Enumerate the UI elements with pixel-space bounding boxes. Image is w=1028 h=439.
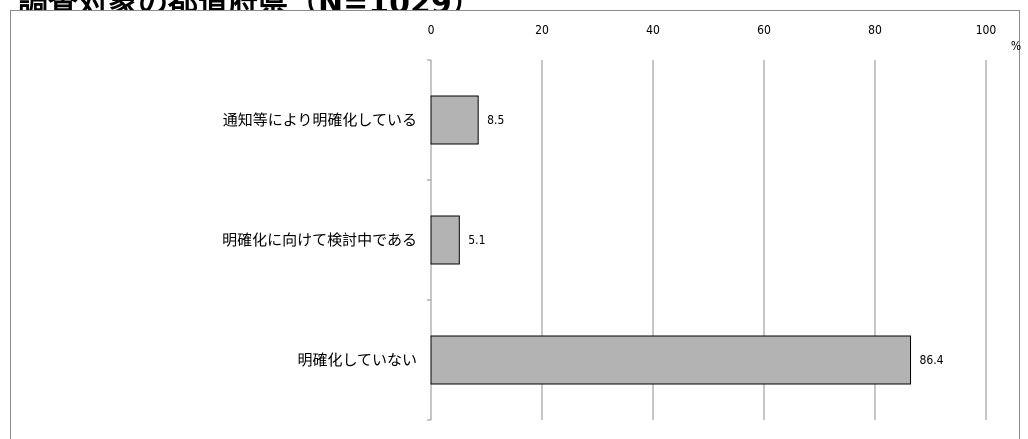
data-label: 86.4	[920, 353, 944, 367]
x-tick-label: 20	[535, 23, 549, 37]
data-label: 8.5	[487, 113, 504, 127]
bar	[430, 95, 479, 145]
axes	[427, 59, 432, 421]
category-label: 明確化していない	[297, 351, 417, 369]
data-label: 5.1	[468, 233, 485, 247]
category-label: 通知等により明確化している	[223, 111, 417, 129]
category-label: 明確化に向けて検討中である	[222, 231, 417, 249]
x-tick-label: 40	[646, 23, 660, 37]
x-unit-label: %	[1011, 39, 1021, 53]
bars	[430, 95, 912, 385]
x-tick-label: 100	[976, 23, 997, 37]
bar	[430, 335, 912, 385]
x-tick-label: 0	[428, 23, 435, 37]
bar	[430, 215, 460, 265]
labels: 0 20 40 60 80 100% 8.5 通知等により明確化している 5.1 明確化に向けて検…	[222, 23, 1021, 369]
x-tick-label: 80	[868, 23, 882, 37]
x-tick-label: 60	[757, 23, 771, 37]
